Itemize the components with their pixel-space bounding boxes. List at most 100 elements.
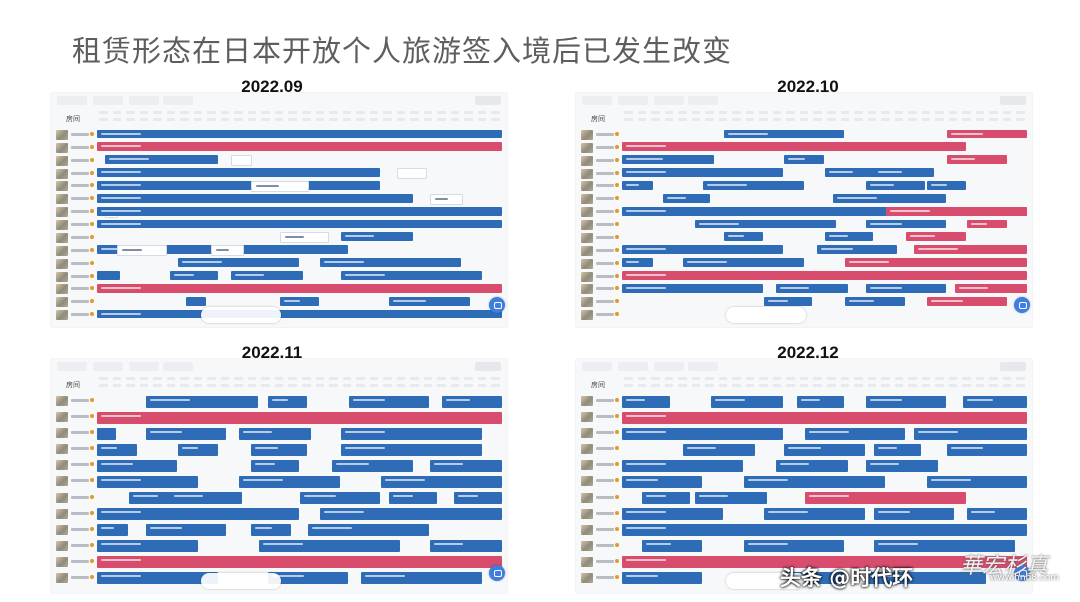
booking-bar[interactable] [711,395,784,408]
booking-bar[interactable] [97,443,137,456]
booking-bar[interactable] [825,168,885,177]
booking-bar[interactable] [340,271,482,280]
room-row[interactable] [576,179,620,193]
room-row[interactable] [576,571,620,585]
booking-bar[interactable] [946,155,1007,165]
booking-bar[interactable] [381,475,502,488]
booking-bar[interactable] [267,572,348,585]
booking-bar[interactable] [796,395,845,408]
room-row[interactable] [576,192,620,206]
room-row[interactable] [576,282,620,296]
booking-bar[interactable] [230,271,304,280]
booking-bar[interactable] [97,193,413,203]
booking-bar[interactable] [251,459,299,472]
booking-bar[interactable] [946,443,1027,456]
booking-bar[interactable] [622,524,1027,537]
toolbar-action[interactable] [475,362,501,371]
room-row[interactable] [576,539,620,553]
booking-bar[interactable] [320,508,502,521]
booking-bar[interactable] [97,180,381,190]
booking-bar[interactable] [873,540,1015,553]
booking-bar[interactable] [251,180,310,192]
booking-bar[interactable] [622,556,1027,569]
booking-bar[interactable] [622,245,784,255]
booking-bar[interactable] [776,283,849,293]
booking-bar[interactable] [454,492,502,505]
booking-bar[interactable] [784,443,865,456]
booking-bar[interactable] [873,508,954,521]
booking-bar[interactable] [97,556,502,569]
room-row[interactable] [51,442,95,456]
booking-bar[interactable] [825,232,873,242]
booking-bar[interactable] [764,508,865,521]
booking-bar[interactable] [332,459,413,472]
room-row[interactable] [51,218,95,232]
toolbar-filter-4[interactable] [688,96,718,105]
room-row[interactable] [576,394,620,408]
booking-bar[interactable] [703,180,804,190]
booking-bar[interactable] [230,155,253,167]
toolbar-action[interactable] [475,96,501,105]
booking-bar[interactable] [622,168,784,177]
booking-bar[interactable] [963,395,1027,408]
room-row[interactable] [576,491,620,505]
booking-bar[interactable] [429,193,464,205]
booking-bar[interactable] [906,232,967,242]
booking-bar[interactable] [764,296,812,306]
room-row[interactable] [576,141,620,155]
booking-bar[interactable] [622,459,743,472]
booking-bar[interactable] [259,540,401,553]
booking-bar[interactable] [320,258,462,268]
booking-bar[interactable] [178,443,218,456]
booking-bar[interactable] [784,155,824,165]
toolbar-filter-1[interactable] [57,96,87,105]
room-row[interactable] [576,128,620,142]
booking-bar[interactable] [117,245,168,257]
booking-bar[interactable] [914,427,1027,440]
booking-bar[interactable] [170,492,243,505]
booking-bar[interactable] [865,219,946,229]
room-row[interactable] [51,426,95,440]
booking-bar[interactable] [642,492,691,505]
room-row[interactable] [51,507,95,521]
toolbar-action[interactable] [1000,96,1026,105]
booking-bar[interactable] [210,245,245,257]
booking-bar[interactable] [926,296,1007,306]
booking-bar[interactable] [926,180,967,190]
booking-bar[interactable] [97,129,502,139]
booking-bar[interactable] [865,395,946,408]
booking-bar[interactable] [695,219,837,229]
toolbar-filter-1[interactable] [582,362,612,371]
booking-bar[interactable] [682,443,755,456]
room-row[interactable] [576,257,620,271]
chat-icon[interactable] [1014,565,1030,581]
booking-bar[interactable] [816,245,898,255]
room-row[interactable] [51,474,95,488]
room-row[interactable] [51,571,95,585]
room-row[interactable] [51,205,95,219]
booking-bar[interactable] [622,508,723,521]
room-row[interactable] [576,244,620,258]
toolbar-filter-2[interactable] [93,362,123,371]
room-row[interactable] [576,295,620,309]
room-row[interactable] [576,442,620,456]
booking-bar[interactable] [267,395,308,408]
floating-toolbar[interactable] [726,307,806,323]
booking-bar[interactable] [622,155,715,165]
booking-bar[interactable] [954,283,1027,293]
room-row[interactable] [51,523,95,537]
booking-bar[interactable] [622,271,1027,280]
room-row[interactable] [51,167,95,181]
booking-bar[interactable] [251,524,291,537]
booking-bar[interactable] [865,459,938,472]
booking-bar[interactable] [389,492,438,505]
booking-bar[interactable] [442,395,502,408]
booking-bar[interactable] [622,180,654,190]
booking-bar[interactable] [695,492,768,505]
booking-bar[interactable] [97,168,381,177]
room-row[interactable] [576,231,620,245]
booking-bar[interactable] [97,524,129,537]
room-row[interactable] [51,491,95,505]
booking-bar[interactable] [682,258,804,268]
room-row[interactable] [51,282,95,296]
